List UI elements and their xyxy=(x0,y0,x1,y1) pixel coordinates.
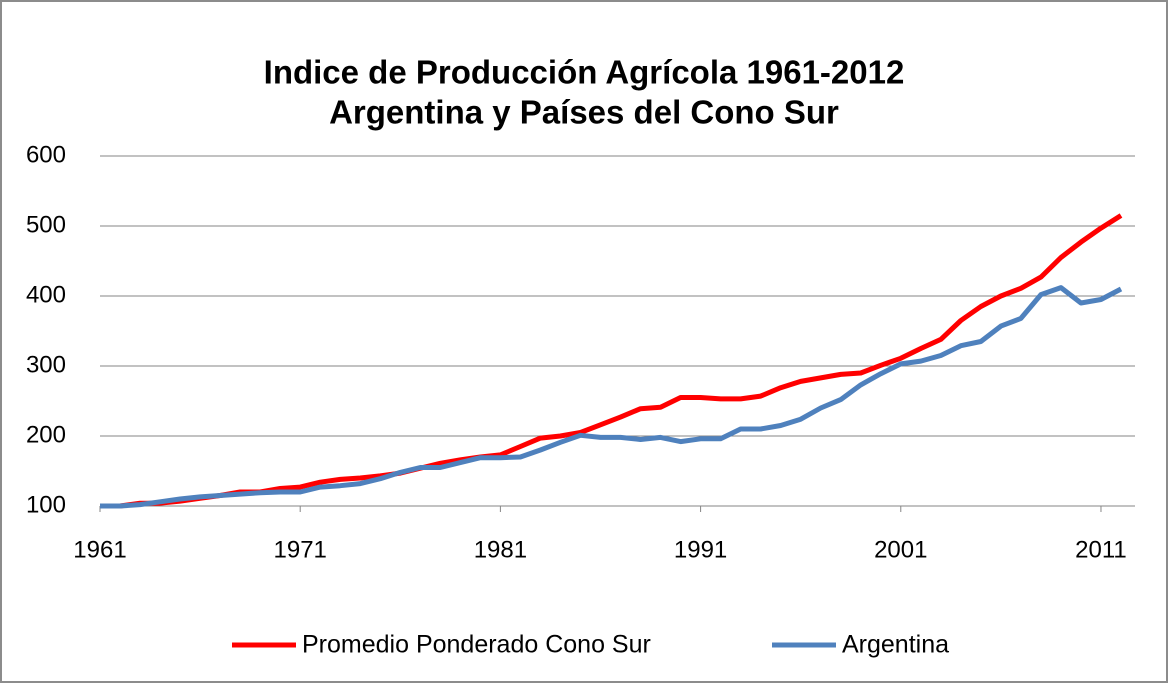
y-tick-label: 400 xyxy=(26,281,66,308)
chart-title: Indice de Producción Agrícola 1961-2012 xyxy=(264,54,905,91)
x-tick-label: 1981 xyxy=(474,536,527,563)
legend-label: Argentina xyxy=(842,631,949,659)
y-tick-label: 500 xyxy=(26,211,66,238)
x-tick-label: 1991 xyxy=(674,536,727,563)
y-tick-label: 600 xyxy=(26,141,66,168)
x-tick-label: 2011 xyxy=(1075,536,1127,563)
legend-label: Promedio Ponderado Cono Sur xyxy=(302,631,651,659)
x-tick-label: 2001 xyxy=(874,536,927,563)
x-tick-label: 1961 xyxy=(73,536,126,563)
y-tick-label: 300 xyxy=(26,351,66,378)
x-tick-label: 1971 xyxy=(274,536,327,563)
chart-title: Argentina y Países del Cono Sur xyxy=(329,94,839,131)
y-tick-label: 100 xyxy=(26,491,66,518)
y-tick-label: 200 xyxy=(26,421,66,448)
data-line xyxy=(100,285,1123,509)
